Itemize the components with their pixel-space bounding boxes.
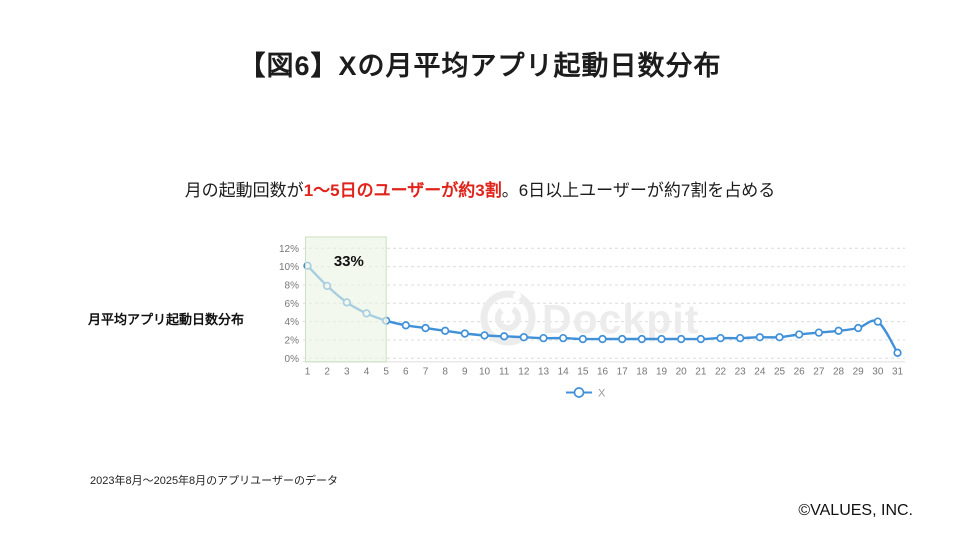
subtitle-highlight: 1〜5日のユーザーが約3割 bbox=[303, 181, 502, 200]
x-tick-label: 25 bbox=[774, 367, 786, 378]
data-point bbox=[500, 332, 509, 341]
data-source-note: 2023年8月〜2025年8月のアプリユーザーのデータ bbox=[90, 475, 338, 487]
data-point bbox=[559, 333, 568, 343]
data-point bbox=[480, 331, 489, 340]
x-tick-label: 2 bbox=[324, 367, 330, 378]
data-point bbox=[657, 334, 666, 344]
data-point bbox=[775, 333, 784, 342]
data-point bbox=[736, 333, 745, 343]
watermark-text: Dockpit bbox=[542, 296, 699, 342]
x-tick-label: 18 bbox=[636, 367, 648, 378]
x-tick-label: 15 bbox=[577, 367, 589, 378]
x-tick-label: 23 bbox=[735, 367, 747, 378]
x-tick-label: 17 bbox=[617, 367, 629, 378]
subtitle-suffix: 。6日以上ユーザーが約7割を占める bbox=[501, 181, 776, 200]
dockpit-logo-icon bbox=[480, 290, 536, 346]
x-tick-label: 1 bbox=[305, 367, 311, 378]
dockpit-watermark: Dockpit bbox=[480, 290, 699, 346]
subtitle-prefix: 月の起動回数が bbox=[184, 181, 304, 200]
data-point bbox=[618, 334, 627, 344]
x-tick-label: 11 bbox=[499, 367, 510, 378]
data-point bbox=[637, 334, 646, 344]
x-tick-label: 20 bbox=[676, 367, 688, 378]
data-point bbox=[893, 348, 902, 357]
x-tick-label: 4 bbox=[364, 367, 370, 378]
data-point bbox=[854, 323, 863, 333]
x-tick-label: 24 bbox=[754, 367, 766, 378]
x-tick-label: 5 bbox=[383, 367, 389, 378]
data-point bbox=[441, 326, 450, 335]
data-point bbox=[677, 334, 686, 344]
x-tick-label: 6 bbox=[403, 367, 409, 378]
y-tick-label: 10% bbox=[279, 262, 299, 273]
x-tick-label: 7 bbox=[423, 367, 429, 378]
x-tick-label: 13 bbox=[538, 367, 550, 378]
data-point bbox=[519, 333, 528, 342]
chart-y-axis-title: 月平均アプリ起動日数分布 bbox=[88, 312, 245, 327]
data-point bbox=[795, 330, 804, 339]
data-point bbox=[421, 323, 430, 333]
data-point bbox=[539, 333, 548, 343]
x-tick-label: 3 bbox=[344, 367, 350, 378]
slide-title: 【図6】Xの月平均アプリ起動日数分布 bbox=[238, 51, 722, 81]
y-tick-label: 2% bbox=[285, 335, 300, 346]
data-point bbox=[755, 333, 764, 342]
data-point bbox=[401, 321, 410, 330]
y-tick-label: 6% bbox=[285, 299, 300, 310]
x-tick-label: 28 bbox=[833, 367, 845, 378]
x-tick-label: 14 bbox=[558, 367, 570, 378]
y-tick-label: 0% bbox=[285, 354, 300, 365]
data-point bbox=[814, 328, 823, 337]
legend-marker-icon bbox=[573, 387, 585, 398]
x-tick-label: 19 bbox=[656, 367, 668, 378]
data-point bbox=[578, 334, 587, 344]
x-tick-label: 31 bbox=[892, 367, 904, 378]
x-tick-label: 26 bbox=[794, 367, 806, 378]
x-tick-label: 9 bbox=[462, 367, 468, 378]
x-tick-label: 12 bbox=[518, 367, 530, 378]
data-point bbox=[598, 334, 607, 344]
data-point bbox=[716, 333, 725, 343]
data-point bbox=[873, 317, 882, 326]
legend-label: X bbox=[598, 388, 606, 400]
x-tick-label: 29 bbox=[853, 367, 865, 378]
highlight-annotation: 33% bbox=[334, 253, 364, 270]
chart-legend: X bbox=[566, 387, 606, 400]
y-tick-label: 8% bbox=[285, 280, 300, 291]
x-tick-label: 21 bbox=[695, 367, 707, 378]
data-point bbox=[696, 334, 705, 344]
y-tick-label: 12% bbox=[279, 244, 299, 255]
y-tick-label: 4% bbox=[285, 317, 300, 328]
highlight-band-1-5 bbox=[305, 236, 387, 363]
x-tick-label: 22 bbox=[715, 367, 727, 378]
data-point bbox=[834, 326, 843, 335]
slide-subtitle: 月の起動回数が1〜5日のユーザーが約3割。6日以上ユーザーが約7割を占める bbox=[0, 176, 960, 201]
x-tick-label: 8 bbox=[442, 367, 448, 378]
x-tick-labels: 1 2 3 4 5 6 7 8 9 10 11 12 13 14 15 16 17 18 19 20 21 22 23 24 2… bbox=[305, 367, 904, 378]
data-point bbox=[460, 329, 469, 338]
copyright: ©VALUES, INC. bbox=[798, 502, 913, 519]
x-tick-label: 30 bbox=[872, 367, 884, 378]
x-tick-label: 16 bbox=[597, 367, 609, 378]
x-tick-label: 27 bbox=[813, 367, 825, 378]
x-tick-label: 10 bbox=[479, 367, 491, 378]
